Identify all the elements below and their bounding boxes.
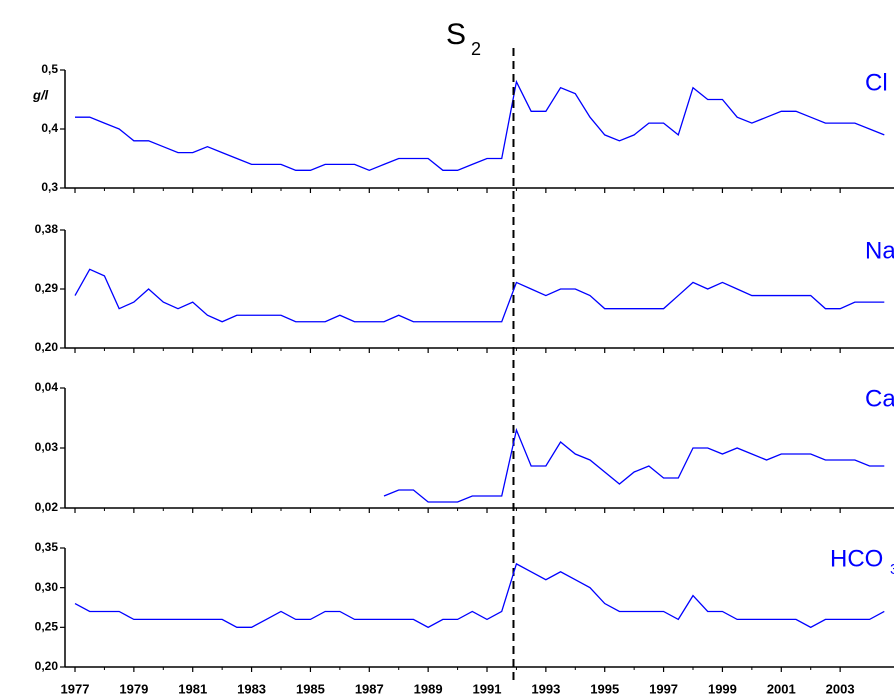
y-tick-label: 0,35 [35, 540, 59, 554]
y-tick-label: 0,04 [35, 380, 59, 394]
data-line [74, 562, 885, 629]
y-tick-label: 0,29 [35, 281, 59, 295]
series-label-subscript: 3 [890, 561, 894, 578]
x-tick-label: 1981 [178, 681, 207, 696]
x-tick-label: 1987 [355, 681, 384, 696]
y-tick-label: 0,20 [35, 659, 59, 673]
y-tick-label: 0,38 [35, 222, 59, 236]
y-tick-label: 0,03 [35, 440, 59, 454]
y-tick-label: 0,25 [35, 620, 59, 634]
chart-title: S [446, 18, 466, 51]
x-tick-label: 1983 [237, 681, 266, 696]
y-tick-label: 0,20 [35, 340, 59, 354]
x-tick-label: 1993 [531, 681, 560, 696]
x-tick-label: 1991 [473, 681, 502, 696]
y-tick-label: 0,4 [41, 121, 58, 135]
data-line [74, 268, 885, 323]
series-label: Cl [865, 69, 888, 96]
x-tick-label: 1999 [708, 681, 737, 696]
x-tick-label: 1997 [649, 681, 678, 696]
x-tick-label: 1989 [414, 681, 443, 696]
data-line [75, 79, 885, 172]
x-tick-label: 1977 [61, 681, 90, 696]
chart-title-subscript: 2 [471, 39, 481, 59]
series-label: HCO [830, 545, 883, 572]
y-tick-label: 0,02 [35, 500, 59, 514]
y-tick-label: 0,30 [35, 580, 59, 594]
x-tick-label: 2003 [826, 681, 855, 696]
series-label: Ca [865, 385, 894, 412]
y-tick-label: 0,3 [41, 180, 58, 194]
y-tick-label: 0,5 [41, 62, 58, 76]
x-tick-label: 2001 [767, 681, 796, 696]
data-line [383, 427, 885, 503]
x-tick-label: 1995 [590, 681, 619, 696]
series-label: Na [865, 237, 894, 264]
x-tick-label: 1985 [296, 681, 325, 696]
x-tick-label: 1979 [119, 681, 148, 696]
y-axis-label: g/l [32, 87, 49, 102]
